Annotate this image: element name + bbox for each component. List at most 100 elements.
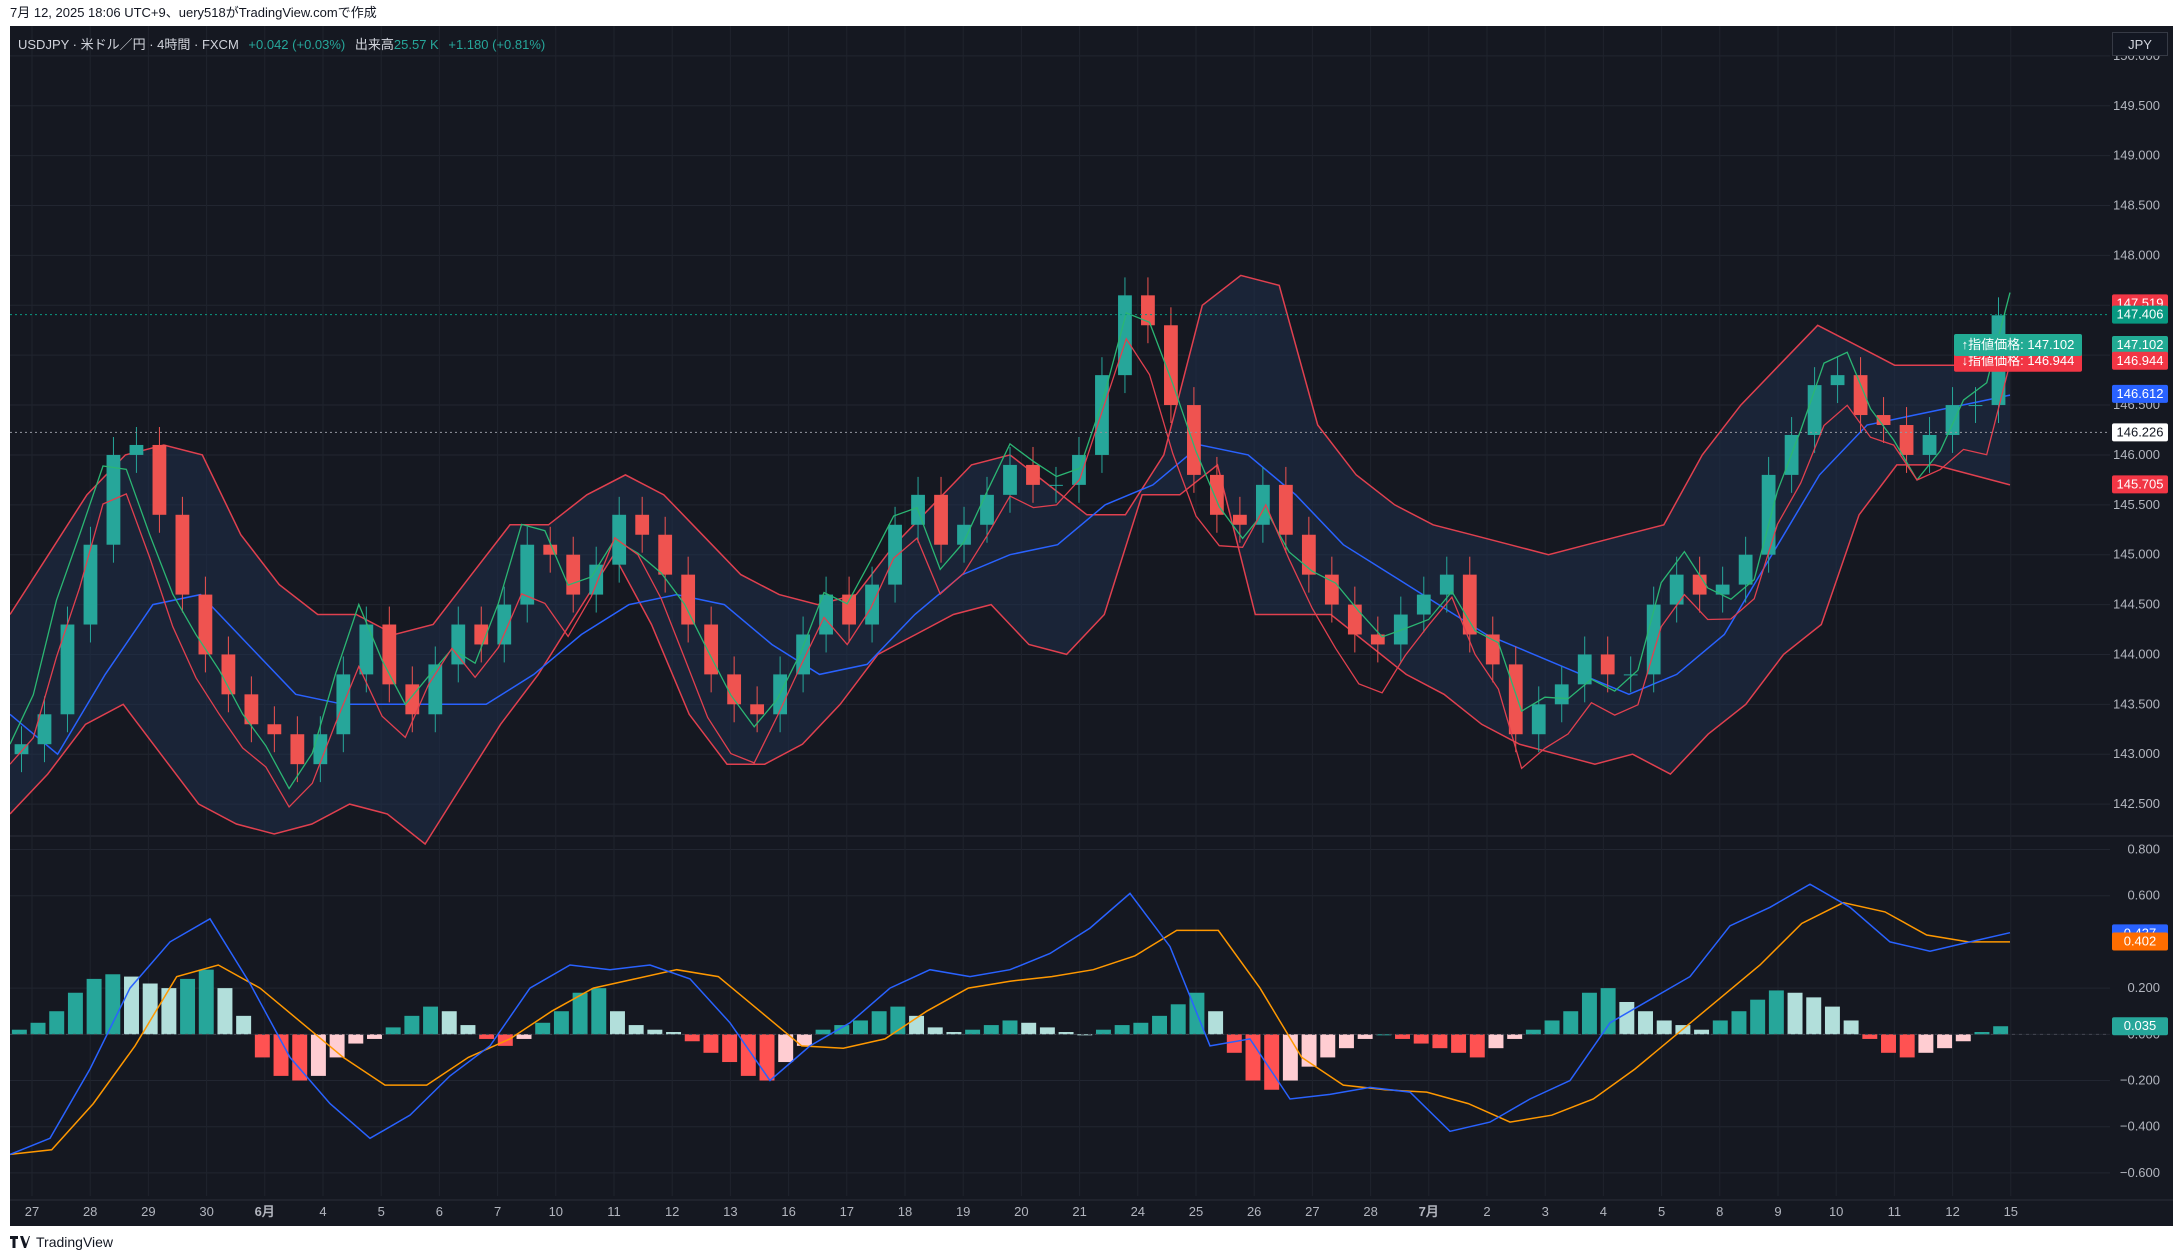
price-tick-label: 149.500 bbox=[2113, 98, 2160, 113]
macd-histogram-bar bbox=[1469, 1034, 1485, 1058]
bollinger-band-fill bbox=[10, 275, 2010, 844]
macd-histogram-bar bbox=[1694, 1029, 1710, 1035]
macd-histogram-bar bbox=[1544, 1020, 1560, 1035]
time-tick-label: 10 bbox=[549, 1204, 563, 1219]
macd-histogram-bar bbox=[927, 1027, 943, 1035]
macd-histogram-bar bbox=[1638, 1011, 1653, 1035]
candle bbox=[60, 624, 75, 715]
candle bbox=[1141, 295, 1155, 326]
time-tick-label: 9 bbox=[1774, 1204, 1781, 1219]
time-tick-label: 27 bbox=[1305, 1204, 1319, 1219]
macd-histogram-bar bbox=[684, 1034, 700, 1042]
time-tick-label: 11 bbox=[1888, 1204, 1902, 1219]
macd-histogram-bar bbox=[815, 1029, 831, 1035]
macd-histogram-bar bbox=[1581, 992, 1597, 1035]
macd-tick-label: −0.200 bbox=[2120, 1073, 2160, 1088]
macd-histogram-bar bbox=[871, 1011, 887, 1035]
macd-tick-label: 0.800 bbox=[2127, 842, 2160, 857]
macd-histogram-bar bbox=[1768, 990, 1784, 1035]
macd-histogram-bar bbox=[441, 1011, 457, 1035]
time-tick-label: 7月 bbox=[1419, 1204, 1439, 1219]
time-tick-label: 29 bbox=[141, 1204, 155, 1219]
macd-histogram-bar bbox=[236, 1015, 252, 1035]
macd-histogram-bar bbox=[1301, 1034, 1317, 1067]
macd-histogram-bar bbox=[1320, 1034, 1336, 1058]
candle bbox=[1600, 654, 1615, 675]
macd-histogram-bar bbox=[292, 1034, 308, 1081]
currency-button[interactable]: JPY bbox=[2112, 32, 2168, 56]
macd-histogram-bar bbox=[180, 978, 196, 1035]
candle bbox=[1646, 604, 1661, 675]
macd-tick-label: 0.600 bbox=[2127, 888, 2160, 903]
fast-line bbox=[9, 292, 2011, 790]
candle bbox=[1255, 484, 1270, 525]
candle bbox=[1761, 474, 1776, 555]
time-tick-label: 6月 bbox=[255, 1204, 275, 1219]
macd-histogram-bar bbox=[591, 988, 607, 1035]
candle bbox=[1485, 634, 1500, 665]
macd-histogram-bar bbox=[497, 1034, 513, 1046]
chart-canvas[interactable]: 150.000149.500149.000148.500148.000147.5… bbox=[9, 26, 2173, 1226]
macd-histogram-bar bbox=[1731, 1011, 1747, 1035]
price-tick-label: 149.000 bbox=[2113, 148, 2160, 163]
price-tick-label: 143.000 bbox=[2113, 746, 2160, 761]
macd-histogram-bar bbox=[1058, 1032, 1074, 1035]
order-tag-label: ↓指値価格: 146.944 bbox=[1962, 353, 2075, 368]
macd-histogram-bar bbox=[1395, 1034, 1410, 1039]
macd-histogram-bar bbox=[1600, 988, 1616, 1035]
time-tick-label: 5 bbox=[1658, 1204, 1665, 1219]
candle bbox=[1554, 684, 1569, 705]
macd-histogram-bar bbox=[198, 969, 214, 1035]
macd-histogram-bar bbox=[1021, 1022, 1037, 1035]
candle bbox=[1853, 375, 1868, 416]
symbol-legend[interactable]: USDJPY · 米ドル／円 · 4時間 · FXCM +0.042 (+0.0… bbox=[18, 34, 545, 53]
macd-histogram-bar bbox=[1974, 1032, 1990, 1035]
time-tick-label: 21 bbox=[1072, 1204, 1086, 1219]
chart-area[interactable]: 150.000149.500149.000148.500148.000147.5… bbox=[9, 26, 2173, 1226]
macd-histogram-bar bbox=[1114, 1025, 1130, 1035]
price-label: 146.944 bbox=[2117, 353, 2164, 368]
macd-histogram-bar bbox=[1806, 997, 1822, 1035]
candle bbox=[1968, 405, 1983, 407]
candle bbox=[520, 544, 535, 605]
macd-histogram-bar bbox=[796, 1034, 812, 1046]
price-label-box bbox=[2112, 336, 2168, 355]
candle bbox=[1095, 375, 1109, 455]
time-tick-label: 13 bbox=[723, 1204, 737, 1219]
macd-label-box bbox=[2112, 932, 2168, 951]
legend-change: +0.042 (+0.03%) bbox=[248, 37, 346, 52]
macd-histogram-bar bbox=[1226, 1034, 1242, 1053]
time-tick-label: 18 bbox=[898, 1204, 912, 1219]
candle bbox=[704, 624, 719, 675]
time-tick-label: 15 bbox=[2004, 1204, 2018, 1219]
time-tick-label: 17 bbox=[840, 1204, 854, 1219]
macd-histogram-bar bbox=[1039, 1027, 1055, 1035]
time-tick-label: 2 bbox=[1483, 1204, 1490, 1219]
tradingview-logo[interactable]: TradingView bbox=[10, 1234, 113, 1250]
macd-histogram-bar bbox=[1002, 1020, 1018, 1035]
candle bbox=[980, 494, 994, 525]
candle bbox=[244, 694, 259, 725]
price-tick-label: 146.000 bbox=[2113, 447, 2160, 462]
candle bbox=[1577, 654, 1592, 685]
candle bbox=[1049, 484, 1063, 486]
price-label-box bbox=[2112, 423, 2168, 442]
candle bbox=[1439, 574, 1454, 595]
macd-histogram-bar bbox=[1208, 1011, 1224, 1035]
candle bbox=[796, 634, 810, 675]
macd-histogram-bar bbox=[628, 1025, 644, 1035]
macd-histogram-bar bbox=[1432, 1034, 1448, 1049]
candle bbox=[1278, 484, 1293, 535]
time-tick-label: 28 bbox=[1363, 1204, 1377, 1219]
candle bbox=[1026, 464, 1040, 485]
macd-histogram-bar bbox=[1993, 1026, 2009, 1035]
macd-tick-label: −0.600 bbox=[2120, 1165, 2160, 1180]
macd-histogram-bar bbox=[722, 1034, 738, 1063]
price-tick-label: 143.500 bbox=[2113, 696, 2160, 711]
time-tick-label: 26 bbox=[1247, 1204, 1261, 1219]
footer-bar: TradingView bbox=[0, 1226, 2181, 1257]
macd-histogram-bar bbox=[105, 974, 121, 1035]
price-tick-label: 145.500 bbox=[2113, 497, 2160, 512]
candle bbox=[1370, 634, 1385, 645]
macd-histogram-bar bbox=[1619, 1001, 1635, 1035]
